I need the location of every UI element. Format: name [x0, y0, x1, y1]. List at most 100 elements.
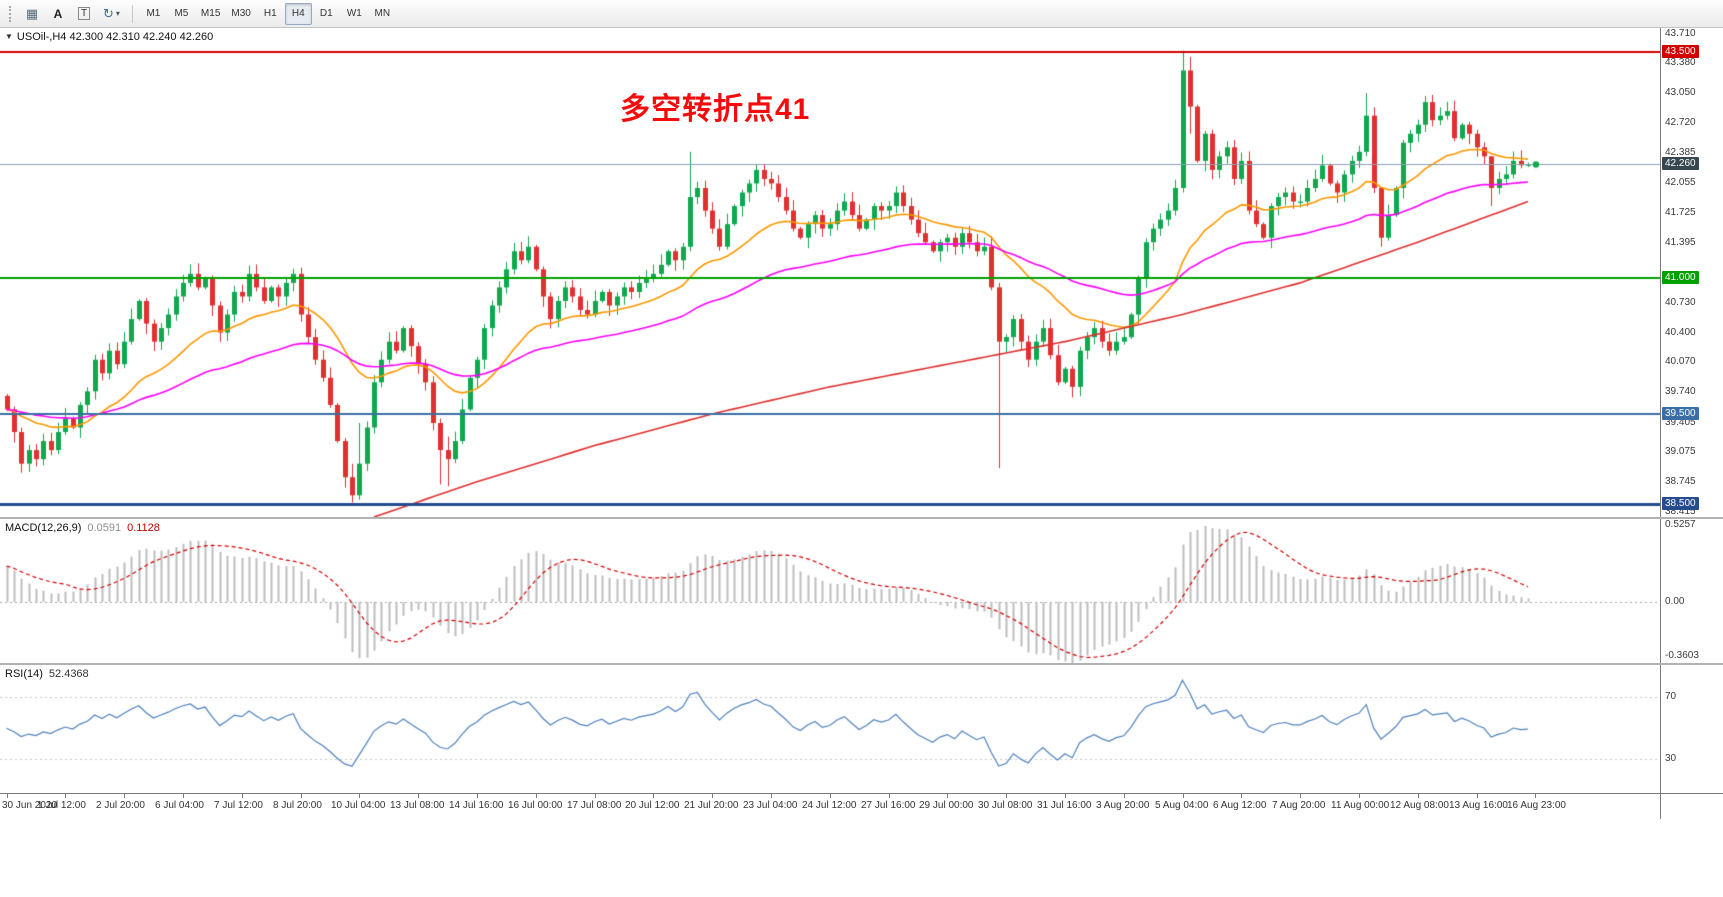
rsi-title: RSI(14) [5, 668, 43, 680]
level-price-badge: 41.000 [1662, 271, 1699, 285]
time-label: 21 Jul 20:00 [684, 800, 739, 811]
time-tick-mark [242, 794, 243, 798]
time-label: 31 Jul 16:00 [1037, 800, 1092, 811]
time-label: 29 Jul 00:00 [919, 800, 974, 811]
macd-label: MACD(12,26,9) 0.0591 0.1128 [5, 522, 160, 534]
time-tick-mark [653, 794, 654, 798]
rsi-panel: RSI(14) 52.4368 70 30 [0, 665, 1723, 793]
time-tick-mark [536, 794, 537, 798]
timeframe-m5-button[interactable]: M5 [168, 3, 195, 25]
price-tick-label: 43.050 [1665, 87, 1696, 99]
time-label: 13 Jul 08:00 [390, 800, 445, 811]
macd-max-label: 0.5257 [1665, 519, 1696, 530]
macd-zero-label: 0.00 [1665, 595, 1685, 607]
price-tick-label: 38.415 [1665, 506, 1696, 518]
time-tick-mark [477, 794, 478, 798]
macd-value-main: 0.0591 [87, 522, 122, 534]
level-price-badge: 39.500 [1662, 406, 1699, 420]
time-tick-mark [1124, 794, 1125, 798]
price-tick-label: 40.400 [1665, 326, 1696, 338]
cycle-button[interactable]: ↻ ▾ [98, 3, 125, 25]
macd-canvas[interactable] [0, 519, 1660, 663]
level-price-badge: 43.500 [1662, 45, 1699, 59]
time-tick-mark [301, 794, 302, 798]
price-tick-label: 39.405 [1665, 416, 1696, 428]
price-tick-label: 43.380 [1665, 57, 1696, 69]
time-tick-mark [889, 794, 890, 798]
main-chart-canvas[interactable] [0, 28, 1660, 517]
main-price-axis[interactable]: 43.710 43.380 43.050 42.720 42.385 42.055 41.7… [1660, 28, 1723, 517]
macd-axis[interactable]: 0.5257 0.00 -0.3603 [1660, 519, 1723, 663]
timeframe-mn-button[interactable]: MN [369, 3, 396, 25]
time-label: 20 Jul 12:00 [625, 800, 680, 811]
collapse-panel-icon[interactable]: ▼ [5, 32, 13, 41]
toolbar-grip[interactable] [9, 5, 14, 22]
timeframe-group: M1 M5 M15 M30 H1 H4 D1 W1 MN [140, 2, 396, 25]
time-label: 17 Jul 08:00 [567, 800, 622, 811]
chart-annotation[interactable]: 多空转折点41 [620, 93, 811, 126]
level-price-badge: 38.500 [1662, 497, 1699, 511]
time-label: 8 Jul 20:00 [273, 800, 322, 811]
time-tick-mark [1535, 794, 1536, 798]
time-tick-mark [712, 794, 713, 798]
time-tick-mark [183, 794, 184, 798]
price-tick-label: 39.740 [1665, 386, 1696, 398]
panel-divider-rsi[interactable] [0, 663, 1723, 665]
macd-value-signal: 0.1128 [127, 522, 160, 534]
chart-area: ▼ USOil-,H4 42.300 42.310 42.240 42.260 多… [0, 28, 1723, 897]
time-tick-mark [1183, 794, 1184, 798]
rsi-axis[interactable]: 70 30 [1660, 665, 1723, 793]
timeframe-m15-button[interactable]: M15 [196, 3, 225, 25]
rsi-label: RSI(14) 52.4368 [5, 668, 89, 680]
timeframe-d1-button[interactable]: D1 [313, 3, 340, 25]
time-tick-mark [595, 794, 596, 798]
timeframe-h1-button[interactable]: H1 [257, 3, 284, 25]
price-tick-label: 42.385 [1665, 147, 1696, 159]
time-label: 16 Aug 23:00 [1507, 800, 1566, 811]
time-axis-corner [1660, 794, 1661, 819]
time-label: 23 Jul 04:00 [743, 800, 798, 811]
price-tick-label: 41.725 [1665, 206, 1696, 218]
time-label: 2 Jul 20:00 [96, 800, 145, 811]
time-tick-mark [1477, 794, 1478, 798]
time-axis[interactable]: 30 Jun 2020 1 Jul 12:00 2 Jul 20:00 6 Jul 0… [0, 793, 1723, 819]
time-label: 27 Jul 16:00 [861, 800, 916, 811]
letter-a-icon: A [53, 6, 63, 21]
time-tick-mark [124, 794, 125, 798]
time-tick-mark [1359, 794, 1360, 798]
timeframe-m30-button[interactable]: M30 [226, 3, 255, 25]
time-tick-mark [1006, 794, 1007, 798]
rsi-level-label: 70 [1665, 691, 1677, 703]
letter-a-button[interactable]: A [46, 3, 70, 25]
time-tick-mark [947, 794, 948, 798]
rsi-canvas[interactable] [0, 665, 1660, 793]
timeframe-w1-button[interactable]: W1 [341, 3, 368, 25]
time-label: 6 Jul 04:00 [155, 800, 204, 811]
time-tick-mark [1300, 794, 1301, 798]
macd-min-label: -0.3603 [1665, 649, 1699, 661]
time-label: 30 Jun 2020 [2, 800, 58, 811]
price-tick-label: 40.070 [1665, 356, 1696, 368]
text-tool-icon: T [77, 7, 91, 20]
main-price-panel: ▼ USOil-,H4 42.300 42.310 42.240 42.260 多… [0, 28, 1723, 517]
time-label: 6 Aug 12:00 [1213, 800, 1267, 811]
time-label: 7 Jul 12:00 [214, 800, 263, 811]
price-tick-label: 40.730 [1665, 296, 1696, 308]
timeframe-h4-button[interactable]: H4 [284, 2, 312, 25]
time-label: 3 Aug 20:00 [1096, 800, 1150, 811]
time-label: 12 Aug 08:00 [1390, 800, 1449, 811]
text-tool-button[interactable]: T [72, 3, 96, 25]
timeframe-m1-button[interactable]: M1 [140, 3, 167, 25]
symbol-ohlc-text: USOil-,H4 42.300 42.310 42.240 42.260 [16, 31, 214, 43]
time-tick-mark [65, 794, 66, 798]
time-label: 16 Jul 00:00 [508, 800, 563, 811]
time-tick-mark [830, 794, 831, 798]
time-tick-mark [7, 794, 8, 798]
time-label: 30 Jul 08:00 [978, 800, 1033, 811]
time-label: 11 Aug 00:00 [1331, 800, 1390, 811]
panel-divider-macd[interactable] [0, 517, 1723, 519]
chart-grid-button[interactable]: ▦ [20, 3, 44, 25]
rsi-value: 52.4368 [48, 668, 89, 680]
time-label: 1 Jul 12:00 [37, 800, 86, 811]
